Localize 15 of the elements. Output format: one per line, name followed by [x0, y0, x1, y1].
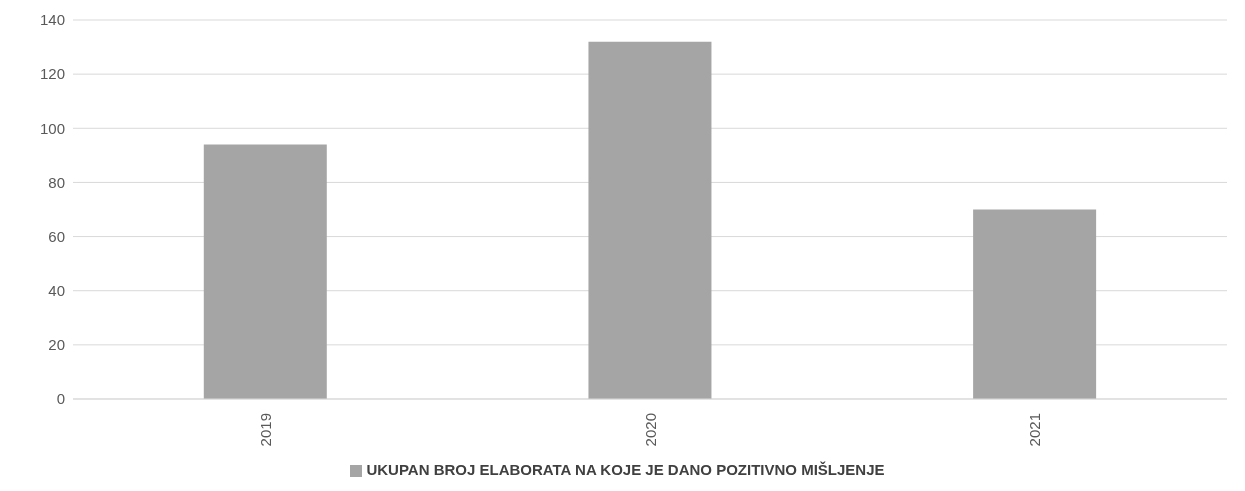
y-tick-label: 20 — [48, 336, 65, 354]
legend-label: UKUPAN BROJ ELABORATA NA KOJE JE DANO POZITIVNO MIŠLJENJE — [366, 461, 885, 478]
y-tick-label: 140 — [39, 11, 65, 29]
y-tick-label: 60 — [48, 227, 65, 245]
bar — [588, 41, 712, 399]
y-tick-label: 0 — [56, 390, 65, 408]
y-tick-label: 80 — [48, 173, 65, 191]
bar — [203, 144, 327, 399]
bar — [973, 209, 1097, 399]
x-tick-label: 2019 — [256, 413, 274, 447]
y-tick-label: 40 — [48, 282, 65, 300]
y-tick-label: 100 — [39, 119, 65, 137]
x-tick-label: 2021 — [1026, 413, 1044, 447]
x-tick-label: 2020 — [641, 413, 659, 447]
y-tick-label: 120 — [39, 65, 65, 83]
